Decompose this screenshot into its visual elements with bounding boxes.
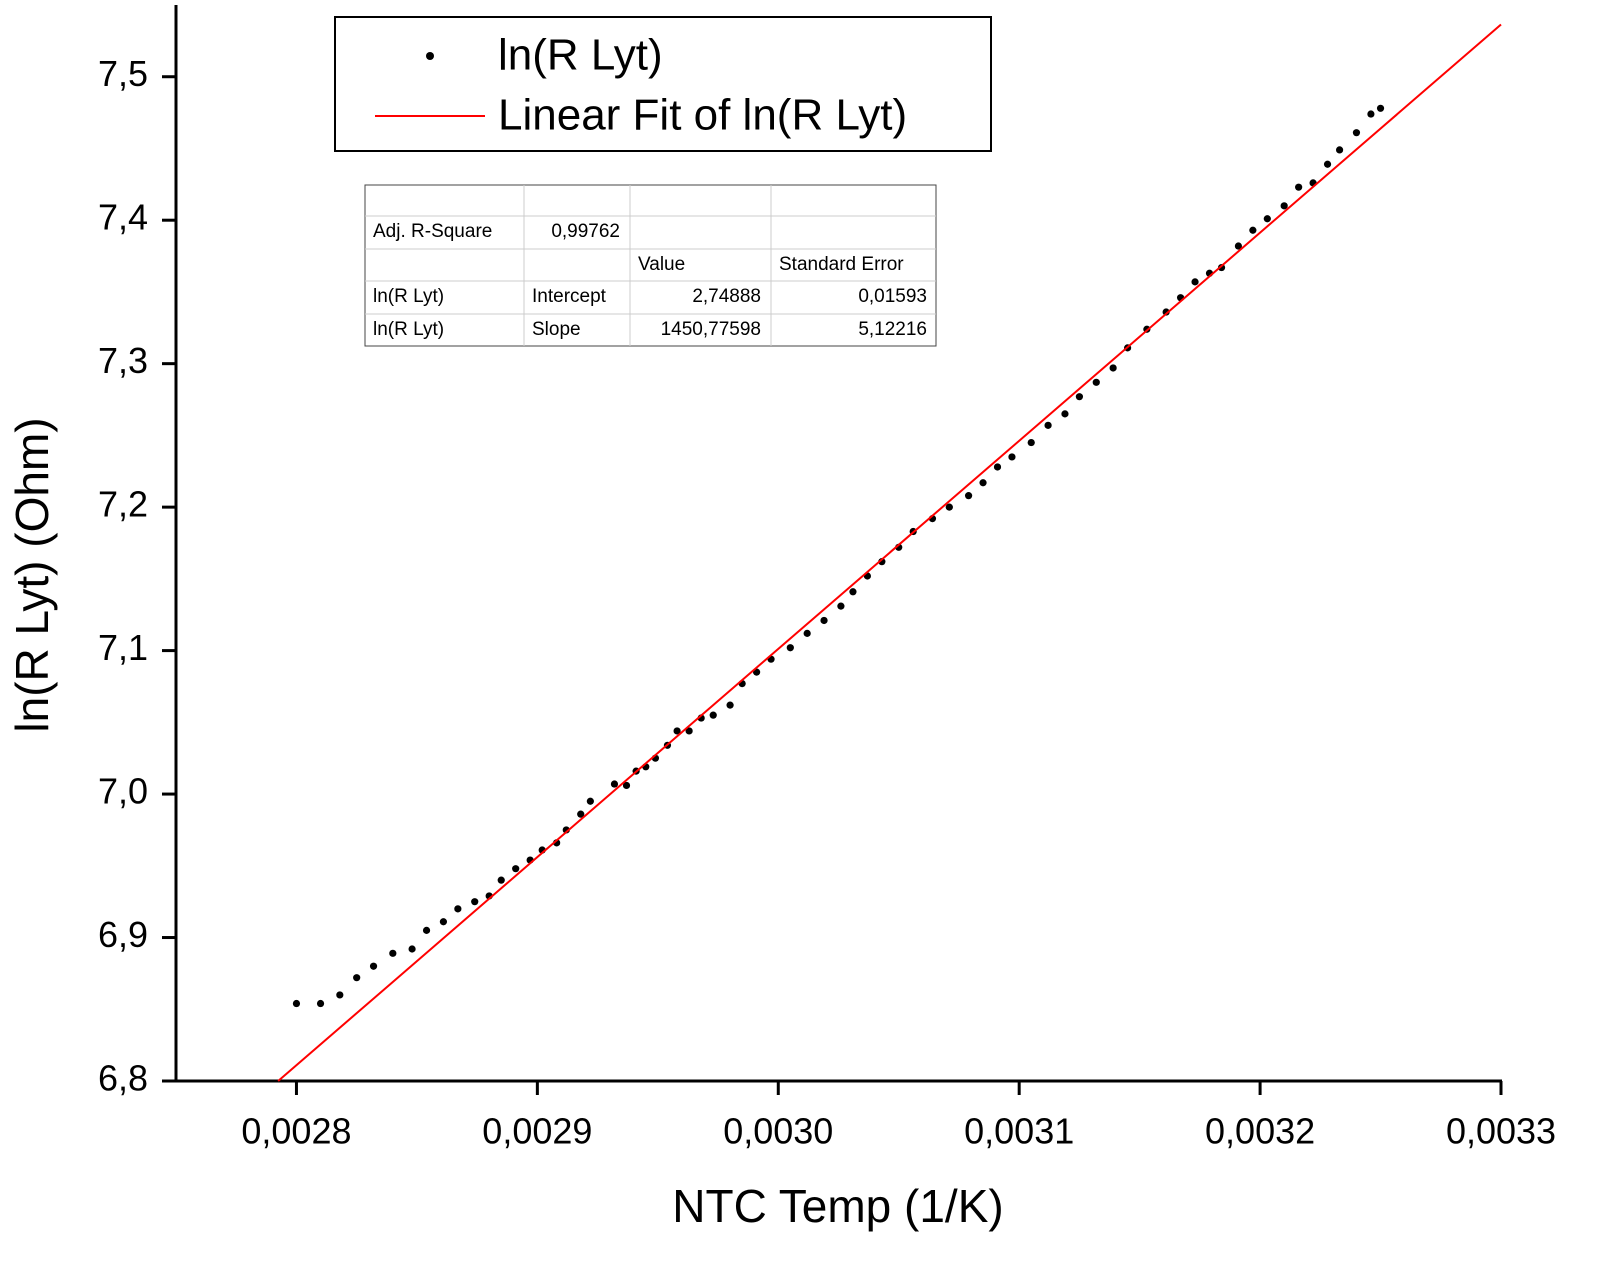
data-point xyxy=(439,918,448,926)
y-axis-title: ln(R Lyt) (Ohm) xyxy=(6,417,58,732)
data-point xyxy=(353,974,361,982)
y-tick-label: 6,9 xyxy=(98,914,148,955)
table-frame xyxy=(364,184,937,347)
data-point xyxy=(454,905,462,913)
data-point xyxy=(726,701,734,709)
data-point xyxy=(316,999,325,1008)
data-point xyxy=(685,727,693,735)
data-point xyxy=(709,711,717,719)
data-point xyxy=(1263,215,1271,223)
data-point xyxy=(837,602,845,610)
table-cell: 0,01593 xyxy=(858,286,927,307)
data-point xyxy=(389,949,397,957)
data-point xyxy=(622,781,631,790)
x-tick-label: 0,0033 xyxy=(1446,1111,1556,1152)
fit-line xyxy=(277,23,1502,1082)
table-cell: ln(R Lyt) xyxy=(373,286,444,307)
x-tick-label: 0,0031 xyxy=(964,1111,1074,1152)
legend-label: Linear Fit of ln(R Lyt) xyxy=(498,91,907,140)
data-point xyxy=(1335,146,1344,154)
y-tick-label: 7,5 xyxy=(98,53,148,94)
data-point xyxy=(786,644,794,652)
data-point xyxy=(1249,226,1257,234)
data-point xyxy=(422,926,431,934)
data-point xyxy=(1280,202,1288,210)
data-point xyxy=(1376,104,1385,112)
y-tick-label: 7,0 xyxy=(98,771,148,812)
data-point xyxy=(673,727,681,735)
data-point xyxy=(292,999,301,1008)
data-point xyxy=(1367,110,1375,118)
x-tick-label: 0,0030 xyxy=(723,1111,833,1152)
data-point xyxy=(336,991,344,999)
data-point xyxy=(1191,278,1199,286)
y-tick-label: 6,8 xyxy=(98,1058,148,1099)
data-point xyxy=(979,479,987,487)
data-point xyxy=(1008,453,1016,461)
table-cell: 2,74888 xyxy=(692,286,761,307)
legend: ln(R Lyt) Linear Fit of ln(R Lyt) xyxy=(334,16,992,152)
data-point xyxy=(1061,410,1069,418)
data-point xyxy=(849,588,857,596)
table-header: Value xyxy=(638,254,685,275)
table-cell: 0,99762 xyxy=(551,221,620,242)
legend-label: ln(R Lyt) xyxy=(498,31,663,80)
data-point xyxy=(1044,421,1052,429)
data-point xyxy=(1109,364,1117,372)
data-point xyxy=(577,810,585,818)
data-point xyxy=(1162,308,1170,316)
legend-marker xyxy=(426,52,434,60)
data-point xyxy=(369,962,378,970)
table-header: Standard Error xyxy=(779,254,904,275)
data-point xyxy=(993,463,1002,471)
data-point xyxy=(1352,129,1361,137)
legend-box xyxy=(334,16,992,152)
y-tick-label: 7,1 xyxy=(98,627,148,668)
data-point xyxy=(1234,242,1243,250)
data-point xyxy=(964,492,973,500)
data-point xyxy=(820,616,828,625)
table-cell: Intercept xyxy=(532,286,607,307)
table-cell: 5,12216 xyxy=(858,319,927,340)
data-point xyxy=(1092,378,1100,386)
data-point xyxy=(1027,438,1035,447)
x-axis-title: NTC Temp (1/K) xyxy=(672,1180,1003,1232)
y-tick-label: 7,3 xyxy=(98,340,148,381)
data-point xyxy=(1217,263,1226,272)
data-point xyxy=(497,876,505,884)
data-point xyxy=(471,898,479,906)
y-tick-label: 7,4 xyxy=(98,197,148,238)
y-tick-label: 7,2 xyxy=(98,484,148,525)
data-point xyxy=(803,629,811,637)
table-cell: 1450,77598 xyxy=(661,319,761,340)
data-point xyxy=(408,945,416,953)
data-point xyxy=(945,503,953,511)
data-point xyxy=(1323,160,1332,168)
table-cell: Slope xyxy=(532,319,581,340)
data-point xyxy=(610,780,619,788)
fit-table xyxy=(364,184,937,347)
data-point xyxy=(1075,393,1084,401)
table-cell: Adj. R-Square xyxy=(373,221,492,242)
x-tick-label: 0,0029 xyxy=(482,1111,592,1152)
x-tick-label: 0,0028 xyxy=(241,1111,351,1152)
data-point xyxy=(586,797,594,805)
data-point xyxy=(1295,183,1303,191)
x-tick-label: 0,0032 xyxy=(1205,1111,1315,1152)
table-cell: ln(R Lyt) xyxy=(373,319,444,340)
data-point xyxy=(512,865,520,873)
